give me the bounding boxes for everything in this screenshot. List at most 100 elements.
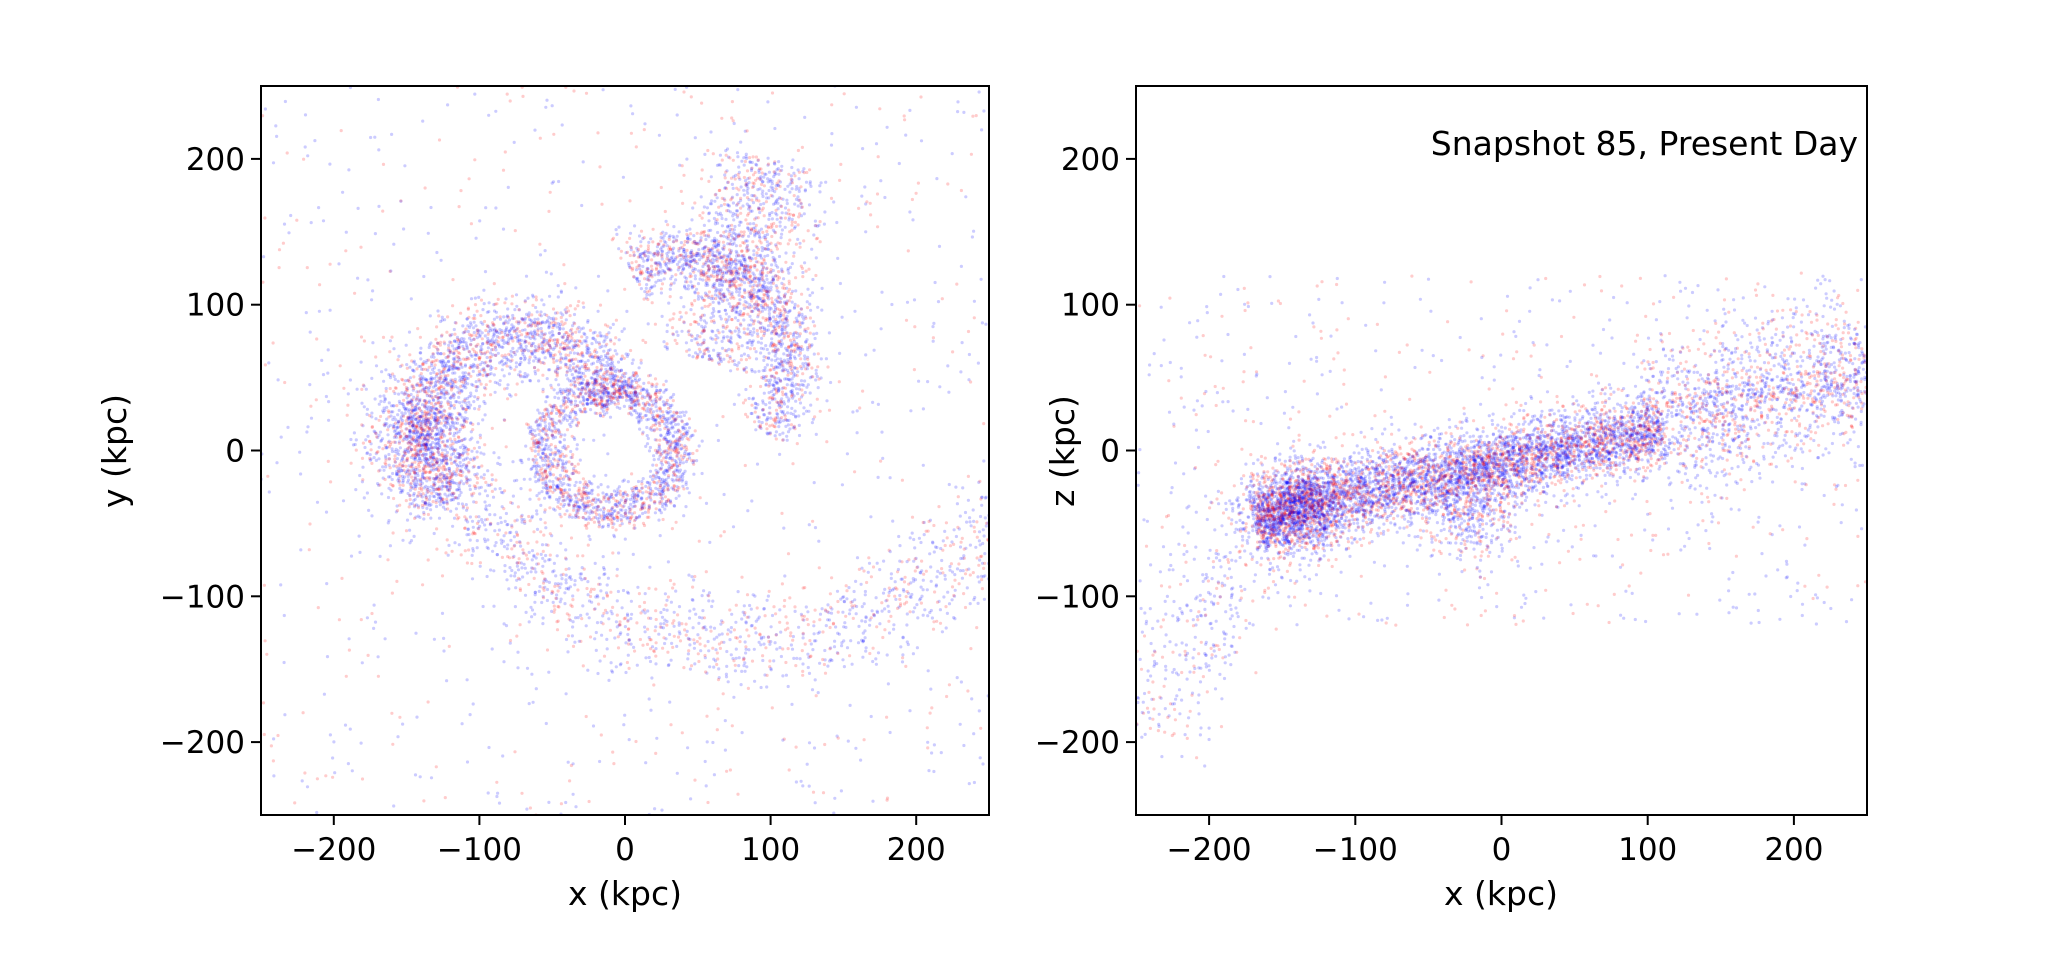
scatter-point	[647, 449, 652, 453]
scatter-point	[691, 433, 695, 437]
scatter-point	[559, 311, 563, 315]
scatter-point	[548, 428, 552, 432]
scatter-point	[624, 499, 628, 503]
scatter-point	[559, 515, 563, 519]
scatter-point	[406, 491, 410, 496]
scatter-point	[457, 343, 461, 348]
scatter-point	[436, 447, 440, 451]
scatter-point	[673, 430, 677, 434]
scatter-point	[556, 505, 560, 509]
scatter-point	[800, 292, 804, 296]
scatter-point	[635, 398, 639, 402]
scatter-point	[566, 483, 570, 487]
scatter-point	[387, 457, 391, 461]
scatter-point	[640, 479, 644, 484]
scatter-point	[482, 366, 486, 370]
scatter-point	[589, 401, 593, 405]
scatter-point	[805, 300, 809, 304]
scatter-point	[750, 411, 754, 416]
scatter-point	[587, 491, 591, 495]
scatter-point	[532, 320, 537, 324]
scatter-point	[558, 506, 562, 511]
scatter-point	[455, 366, 459, 370]
scatter-point	[449, 509, 453, 513]
scatter-point	[669, 422, 673, 426]
scatter-point	[327, 400, 331, 404]
scatter-point	[792, 337, 796, 341]
scatter-point	[513, 353, 517, 357]
scatter-point	[659, 466, 664, 470]
scatter-point	[582, 490, 586, 494]
scatter-point	[646, 436, 650, 441]
scatter-point	[630, 512, 634, 516]
scatter-point	[583, 517, 588, 521]
scatter-point	[358, 473, 362, 478]
scatter-point	[583, 332, 587, 337]
scatter-point	[387, 452, 391, 457]
scatter-point	[663, 388, 668, 392]
scatter-point	[792, 334, 796, 338]
scatter-point	[476, 422, 480, 426]
scatter-point	[493, 513, 497, 517]
scatter-point	[666, 406, 671, 410]
scatter-point	[409, 441, 413, 445]
scatter-point	[644, 286, 648, 290]
scatter-point	[515, 320, 519, 324]
scatter-point	[388, 350, 392, 354]
scatter-point	[487, 310, 491, 314]
scatter-point	[686, 429, 690, 433]
scatter-point	[670, 457, 674, 461]
scatter-point	[423, 377, 427, 381]
scatter-point	[565, 337, 570, 341]
scatter-point	[564, 389, 568, 393]
scatter-point	[448, 406, 452, 410]
scatter-point	[604, 473, 608, 477]
scatter-point	[539, 435, 543, 439]
scatter-point	[527, 341, 531, 345]
scatter-point	[638, 489, 642, 494]
scatter-point	[547, 425, 552, 429]
scatter-point	[653, 398, 657, 402]
scatter-point	[424, 367, 428, 371]
scatter-point	[610, 520, 614, 524]
scatter-point	[615, 502, 619, 506]
scatter-point	[473, 357, 477, 361]
scatter-point	[630, 395, 634, 399]
scatter-point	[538, 429, 542, 433]
scatter-point	[657, 420, 661, 425]
scatter-point	[370, 461, 374, 465]
scatter-point	[540, 415, 544, 419]
scatter-point	[540, 490, 544, 494]
scatter-point	[581, 395, 585, 399]
scatter-point	[461, 378, 465, 382]
scatter-point	[553, 369, 558, 373]
scatter-point	[658, 451, 662, 455]
scatter-point	[445, 369, 449, 373]
scatter-point	[605, 515, 610, 520]
scatter-point	[662, 390, 666, 394]
scatter-point	[689, 232, 693, 236]
scatter-point	[326, 459, 330, 463]
scatter-point	[675, 239, 679, 243]
scatter-point	[619, 508, 623, 512]
scatter-point	[577, 325, 581, 329]
scatter-point	[427, 380, 431, 384]
scatter-point	[576, 359, 581, 363]
scatter-point	[561, 336, 565, 340]
scatter-point	[482, 386, 487, 390]
scatter-point	[658, 388, 662, 392]
scatter-point	[400, 490, 404, 494]
scatter-point	[436, 392, 440, 396]
scatter-point	[601, 384, 605, 388]
scatter-point	[658, 467, 662, 471]
scatter-point	[649, 411, 653, 415]
scatter-point	[469, 323, 473, 327]
scatter-point	[471, 347, 475, 351]
scatter-point	[590, 492, 594, 496]
scatter-point	[586, 504, 590, 508]
scatter-point	[757, 420, 761, 424]
scatter-point	[759, 329, 764, 334]
scatter-point	[550, 462, 554, 466]
scatter-point	[640, 432, 645, 436]
